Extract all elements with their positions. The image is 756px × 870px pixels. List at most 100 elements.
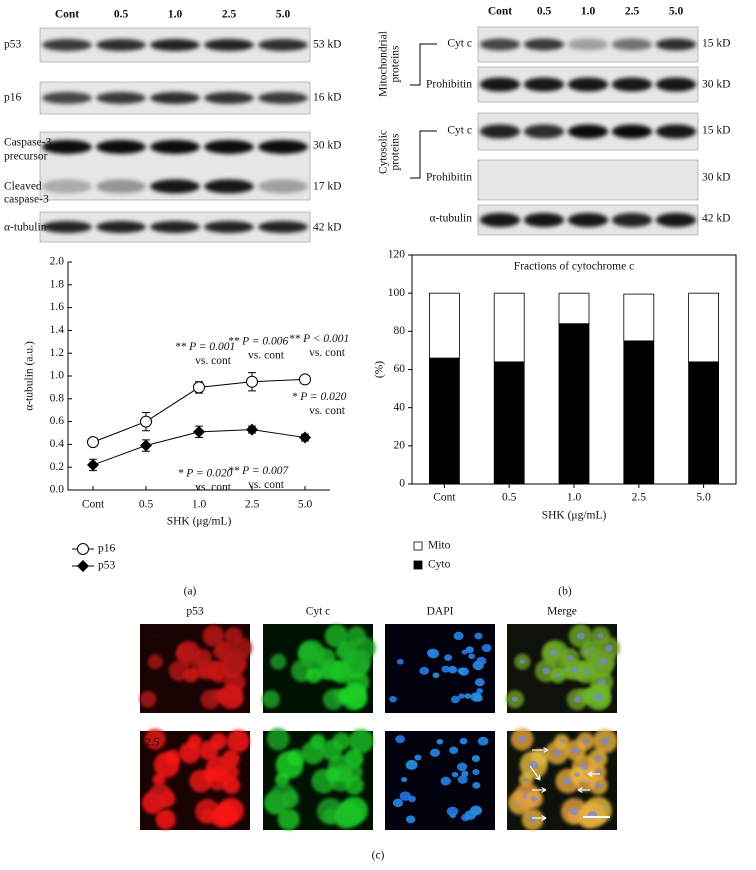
micrograph [140,728,250,830]
marker [193,425,205,438]
x-tick-label: 1.0 [192,499,207,511]
y-tick-label: 40 [394,401,406,413]
blot-image [477,159,699,201]
annotation: * P = 0.020 [178,468,233,480]
blot-band [523,213,565,227]
cell [353,636,377,660]
lane-label: 2.5 [222,9,237,21]
cell [218,684,244,710]
blot-band [96,221,146,233]
blot-name: Prohibitin [426,79,472,91]
cell [202,624,225,647]
nucleus [405,759,418,770]
annotation-sub: vs. cont [309,347,346,359]
row-label: 2.5 [145,737,160,749]
nucleus [582,738,589,744]
blot-size: 30 kD [702,172,730,184]
panel-label: (a) [184,586,197,598]
bar-segment [623,340,655,485]
blot-size: 15 kD [702,38,730,50]
annotation-sub: vs. cont [248,349,285,361]
bar-segment [688,361,719,485]
lane-label: 1.0 [581,6,596,18]
blot-band [204,39,254,51]
arrow-head [541,787,547,793]
nucleus [528,816,537,823]
bar-segment [428,357,460,485]
marker [87,436,99,449]
x-tick-label: 5.0 [298,499,313,511]
blot-band [258,139,308,154]
nucleus [451,771,459,778]
nucleus [446,806,459,817]
nucleus [597,678,606,686]
bar-segment [623,293,655,342]
bar-segment [688,292,719,363]
blot-band [42,221,92,233]
blot-name: p16 [4,92,22,104]
blot-band [150,139,200,154]
y-tick-label: 2.0 [50,256,65,268]
nucleus [571,747,580,754]
blot-band [96,139,146,154]
micrograph [507,727,618,831]
marker [87,458,99,471]
bar-segment [558,323,590,485]
nucleus [429,748,440,757]
nucleus [594,755,602,762]
nucleus [474,678,485,687]
y-tick-label: 100 [388,287,406,299]
legend-label: p53 [98,560,116,572]
axis [67,262,330,491]
cell [222,776,241,795]
y-tick-label: 1.0 [50,370,65,382]
marker [299,431,311,444]
annotation-sub: vs. cont [195,355,232,367]
nucleus [405,815,416,824]
nucleus [449,746,459,754]
nucleus [594,782,602,789]
blot-band [611,77,653,92]
nucleus [519,659,526,665]
blot-band [42,139,92,154]
column-header: p53 [186,606,204,618]
nucleus [593,693,603,701]
y-tick-label: 1.4 [50,324,65,336]
blot-size: 30 kD [702,79,730,91]
blot-band [567,38,609,51]
blot-size: 15 kD [702,125,730,137]
nucleus [477,736,489,746]
nucleus [476,656,487,666]
bracket [410,43,437,86]
blot-band [611,213,653,227]
group-label: Mitochondrial [378,31,390,97]
cell [212,645,227,659]
blot-name: caspase-3 [4,194,49,206]
group-label: Cytosolic [378,130,390,174]
nucleus [399,791,411,801]
blot-name: Cyt c [447,125,472,137]
y-tick-label: 80 [394,325,406,337]
nucleus [458,667,470,676]
blot-band [150,179,200,194]
cell [301,741,325,765]
blot-band [96,179,146,194]
blot-band [567,213,609,227]
nucleus [441,665,450,673]
blot-image [477,204,699,236]
nucleus [457,775,468,784]
x-tick-label: 2.5 [245,499,260,511]
blot-band [611,38,653,51]
nucleus [401,777,408,783]
nucleus [552,749,562,757]
micrograph [385,624,495,713]
nucleus [408,795,416,803]
cell [212,802,238,828]
nucleus [530,796,538,802]
blot-band [258,221,308,233]
nucleus [392,798,404,808]
arrow-head [577,787,583,793]
cell [334,801,362,829]
nucleus [461,770,469,777]
nucleus [427,649,436,657]
